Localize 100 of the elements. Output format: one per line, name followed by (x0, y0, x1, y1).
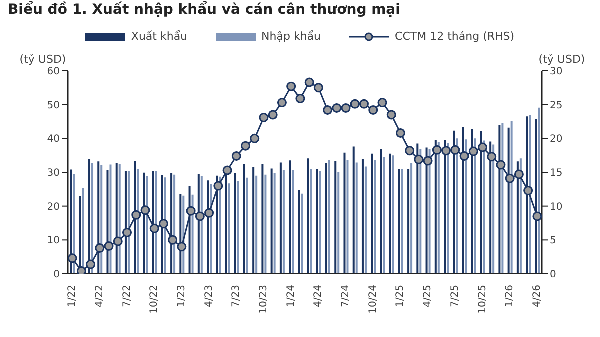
point (177, 242, 187, 252)
point (314, 83, 324, 93)
bar (456, 138, 458, 274)
bar (438, 142, 440, 274)
legend-label: Xuất khẩu (130, 30, 188, 43)
bar (356, 162, 358, 274)
point (505, 174, 515, 184)
point (360, 99, 369, 109)
y-tick-label: 40 (47, 134, 60, 146)
y2-tick-label: 30 (550, 66, 563, 78)
y-tick-label: 10 (47, 236, 60, 247)
bar (292, 170, 294, 274)
legend-label: CCTM 12 tháng (RHS) (394, 30, 515, 43)
bar (280, 162, 282, 274)
bar (380, 149, 382, 274)
bar (282, 170, 285, 274)
bar (328, 160, 331, 274)
bar (389, 154, 392, 274)
y-tick-label: 30 (47, 168, 60, 180)
point (396, 128, 406, 138)
point (277, 98, 287, 108)
point (350, 99, 360, 109)
x-tick-label: 4/26 (532, 285, 543, 308)
point (222, 166, 232, 176)
x-tick-label: 7/23 (231, 285, 242, 308)
bar (374, 160, 376, 274)
point (323, 105, 333, 115)
bar (447, 143, 450, 274)
point (168, 235, 178, 245)
x-tick-label: 10/22 (149, 285, 160, 314)
point (195, 212, 205, 222)
x-tick-label: 1/22 (67, 285, 78, 308)
point (296, 94, 306, 104)
bar (243, 164, 246, 274)
bar (270, 168, 273, 274)
point (186, 206, 196, 216)
bar (334, 161, 337, 274)
bar (228, 184, 230, 274)
point (478, 142, 488, 152)
y2-tick-label: 20 (550, 134, 563, 146)
bar (408, 169, 410, 274)
bar (252, 167, 255, 274)
bar (234, 173, 236, 274)
bar (137, 169, 140, 274)
bar (319, 171, 322, 274)
point (450, 145, 460, 155)
point (204, 208, 214, 218)
point (524, 186, 534, 196)
point (341, 103, 351, 113)
bar (264, 174, 267, 274)
bar (289, 160, 292, 274)
bar (307, 158, 310, 274)
bar (262, 164, 264, 274)
point (386, 110, 396, 120)
x-tick-label: 1/24 (286, 285, 297, 308)
y-tick-label: 60 (47, 66, 60, 78)
point (140, 206, 150, 216)
bar (465, 140, 468, 274)
point (268, 110, 278, 120)
bar (316, 169, 318, 274)
x-tick-label: 4/23 (204, 285, 215, 308)
x-tick-label: 7/25 (450, 285, 461, 308)
bar (510, 121, 513, 274)
bar (301, 194, 304, 274)
bar (428, 149, 431, 274)
bar (298, 190, 300, 274)
point (423, 156, 433, 166)
x-tick-label: 10/23 (258, 285, 270, 314)
x-tick-label: 7/22 (122, 285, 133, 308)
y-tick-label: 50 (47, 100, 60, 112)
point (232, 152, 242, 162)
point (304, 78, 314, 88)
point (286, 82, 296, 92)
point (259, 112, 269, 122)
point (514, 170, 524, 180)
y2-tick-label: 15 (550, 168, 563, 180)
point (532, 212, 542, 222)
legend-label: Nhập khẩu (260, 30, 322, 43)
bar (371, 154, 374, 274)
point (468, 146, 478, 156)
x-tick-label: 4/25 (422, 285, 434, 308)
point (95, 244, 105, 254)
y-tick-label: 20 (47, 202, 60, 213)
point (113, 236, 123, 246)
bar (155, 171, 158, 274)
y-axis-title: (tỷ USD) (20, 53, 66, 66)
point (432, 145, 442, 155)
bar (246, 178, 248, 274)
bar (92, 163, 94, 274)
point (86, 260, 96, 270)
x-tick-label: 1/25 (395, 285, 406, 308)
bar (346, 160, 349, 274)
bar (128, 171, 130, 274)
bar (398, 169, 400, 274)
x-tick-label: 4/24 (313, 285, 324, 308)
bar (174, 174, 176, 274)
bar (364, 166, 367, 274)
bar (100, 165, 103, 274)
x-tick-label: 7/24 (340, 285, 352, 308)
y2-tick-label: 0 (550, 270, 556, 281)
